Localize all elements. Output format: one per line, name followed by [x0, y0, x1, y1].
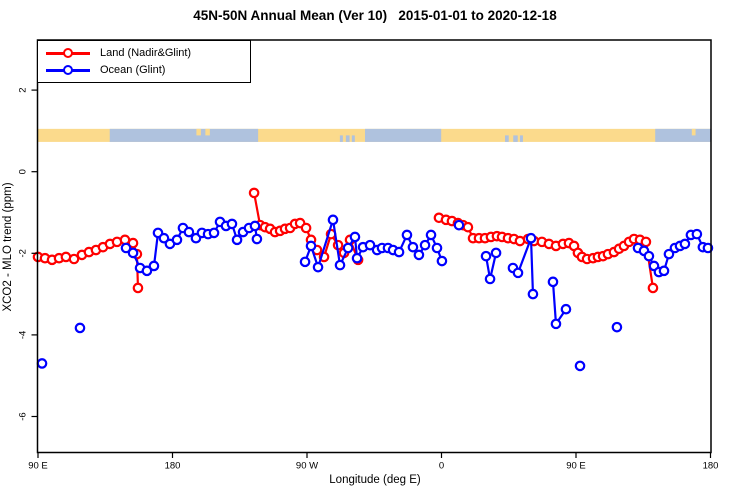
ocean-series-symbol [46, 64, 90, 76]
data-point-ocean [401, 229, 413, 241]
data-point-ocean [127, 247, 139, 259]
series-line-ocean [551, 280, 568, 325]
strip-ocean-segment [109, 128, 259, 142]
y-tick-label: 2 [18, 87, 29, 92]
data-point-ocean [249, 220, 261, 232]
legend-label-ocean: Ocean (Glint) [100, 64, 166, 76]
x-tick-label: 180 [165, 461, 181, 472]
legend-label-land: Land (Nadir&Glint) [100, 47, 192, 59]
data-point-ocean [527, 288, 539, 300]
data-point-ocean [351, 252, 363, 264]
data-point-ocean [120, 242, 132, 254]
data-point-ocean [643, 250, 655, 262]
y-tick-label: -2 [18, 249, 29, 257]
y-tick-label: -6 [18, 412, 29, 420]
plot-border [36, 39, 712, 454]
land-circle-marker-icon [63, 48, 73, 58]
data-point-ocean [251, 233, 263, 245]
data-point-ocean [299, 256, 311, 268]
chart-title: 45N-50N Annual Mean (Ver 10) 2015-01-01 … [193, 8, 557, 23]
data-point-land [68, 253, 80, 265]
data-point-ocean [305, 240, 317, 252]
data-point-ocean [484, 273, 496, 285]
strip-ocean-speckle [351, 135, 355, 142]
data-point-ocean [413, 249, 425, 261]
strip-land-speckle [205, 128, 210, 136]
land-series-symbol [46, 47, 90, 59]
strip-land-speckle [196, 128, 201, 136]
data-point-ocean [231, 234, 243, 246]
data-point-ocean [208, 227, 220, 239]
legend-item-ocean: Ocean (Glint) [46, 63, 250, 77]
data-point-ocean [431, 242, 443, 254]
data-point-ocean [453, 219, 465, 231]
data-point-ocean [574, 360, 586, 372]
x-axis-title: Longitude (deg E) [329, 474, 421, 486]
data-point-land [300, 222, 312, 234]
strip-land-speckle [691, 128, 696, 136]
data-point-ocean [425, 229, 437, 241]
x-tick-label: 180 [703, 461, 719, 472]
data-point-ocean [327, 214, 339, 226]
data-point-ocean [436, 255, 448, 267]
data-point-land [248, 187, 260, 199]
data-point-ocean [611, 321, 623, 333]
x-tick-label: 0 [439, 461, 444, 472]
strip-ocean-segment [364, 128, 442, 142]
data-point-ocean [679, 238, 691, 250]
data-point-ocean [490, 247, 502, 259]
data-point-ocean [512, 267, 524, 279]
legend-box: Land (Nadir&Glint) Ocean (Glint) [37, 40, 251, 83]
strip-ocean-speckle [505, 135, 509, 142]
strip-ocean-speckle [519, 135, 523, 142]
data-point-ocean [349, 231, 361, 243]
strip-ocean-speckle [339, 135, 343, 142]
data-point-ocean [480, 250, 492, 262]
x-tick-label: 90 E [566, 461, 586, 472]
data-point-ocean [312, 261, 324, 273]
data-point-ocean [560, 303, 572, 315]
data-point-ocean [419, 239, 431, 251]
data-point-ocean [171, 234, 183, 246]
data-point-ocean [658, 265, 670, 277]
data-point-ocean [407, 241, 419, 253]
data-point-ocean [183, 226, 195, 238]
data-point-ocean [525, 232, 537, 244]
strip-ocean-segment [655, 128, 711, 142]
data-point-ocean [148, 260, 160, 272]
data-point-ocean [334, 259, 346, 271]
data-point-ocean [74, 322, 86, 334]
data-point-ocean [36, 358, 48, 369]
y-axis-title: XCO2 - MLO trend (ppm) [2, 182, 14, 312]
ocean-circle-marker-icon [63, 65, 73, 75]
data-point-ocean [663, 248, 675, 260]
data-point-land [127, 237, 139, 249]
y-tick-label: -4 [18, 331, 29, 339]
data-point-land [640, 236, 652, 248]
data-point-ocean [342, 242, 354, 254]
x-tick-label: 90 W [296, 461, 318, 472]
data-point-land [132, 282, 144, 294]
data-point-ocean [547, 276, 559, 288]
data-point-ocean [393, 246, 405, 258]
strip-ocean-speckle [345, 135, 350, 142]
data-point-ocean [141, 265, 153, 277]
data-point-ocean [364, 239, 376, 251]
data-point-ocean [691, 228, 703, 240]
data-point-land [462, 221, 474, 233]
strip-ocean-speckle [513, 135, 518, 142]
legend-item-land: Land (Nadir&Glint) [46, 46, 250, 60]
data-point-land [647, 282, 659, 294]
data-point-ocean [550, 318, 562, 330]
x-tick-label: 90 E [28, 461, 48, 472]
y-tick-label: 0 [18, 169, 29, 174]
data-point-ocean [702, 242, 714, 254]
data-point-ocean [226, 218, 238, 230]
